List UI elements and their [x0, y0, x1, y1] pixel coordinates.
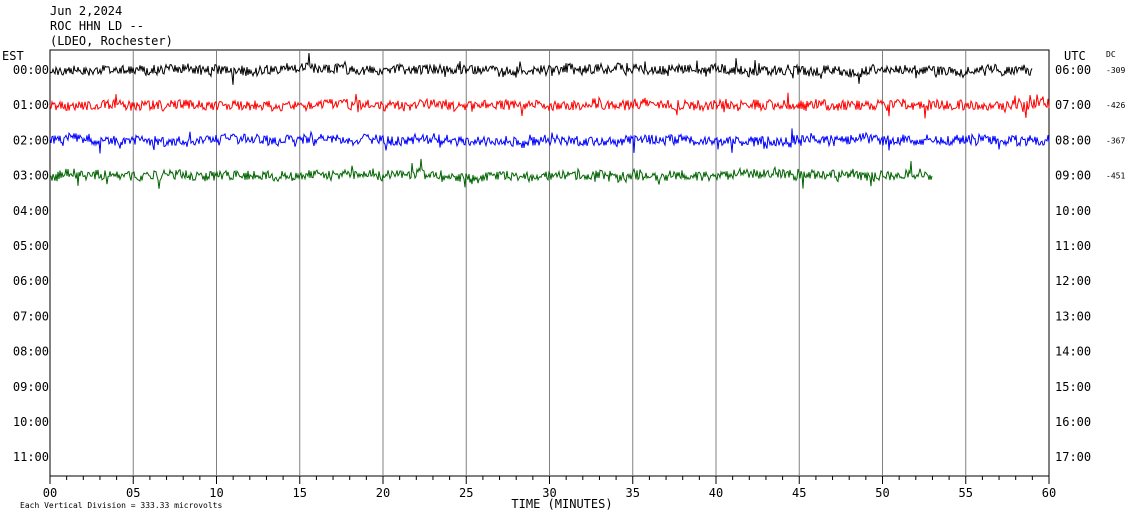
- x-tick-label: 15: [293, 486, 307, 500]
- est-row-label: 02:00: [13, 133, 49, 147]
- dc-title: DC: [1106, 50, 1116, 59]
- x-tick-label: 60: [1042, 486, 1056, 500]
- time-grid: [49, 49, 1050, 484]
- x-tick-label: 55: [959, 486, 973, 500]
- x-axis-title: TIME (MINUTES): [511, 497, 612, 511]
- utc-row-label: 08:00: [1055, 133, 1091, 147]
- dc-value-label: -367: [1106, 136, 1125, 145]
- est-row-label: 06:00: [13, 274, 49, 288]
- dc-value-label: -426: [1106, 101, 1125, 110]
- est-row-label: 00:00: [13, 63, 49, 77]
- est-row-label: 09:00: [13, 380, 49, 394]
- x-tick-label: 00: [43, 486, 57, 500]
- utc-row-label: 13:00: [1055, 309, 1091, 323]
- utc-row-label: 11:00: [1055, 239, 1091, 253]
- location-label: (LDEO, Rochester): [50, 34, 173, 48]
- utc-row-label: 14:00: [1055, 345, 1091, 359]
- est-row-label: 05:00: [13, 239, 49, 253]
- est-row-label: 01:00: [13, 98, 49, 112]
- trace-row-3: [49, 158, 933, 189]
- x-tick-label: 20: [376, 486, 390, 500]
- est-row-label: 10:00: [13, 415, 49, 429]
- est-row-label: 04:00: [13, 204, 49, 218]
- x-tick-label: 05: [126, 486, 140, 500]
- utc-row-label: 07:00: [1055, 98, 1091, 112]
- x-tick-label: 50: [875, 486, 889, 500]
- trace-row-1: [49, 92, 1050, 119]
- footnote: Each Vertical Division = 333.33 microvol…: [20, 501, 222, 510]
- x-tick-label: 35: [626, 486, 640, 500]
- x-tick-label: 10: [209, 486, 223, 500]
- utc-row-label: 16:00: [1055, 415, 1091, 429]
- est-row-label: 11:00: [13, 450, 49, 464]
- utc-row-label: 17:00: [1055, 450, 1091, 464]
- utc-row-label: 09:00: [1055, 169, 1091, 183]
- trace-row-2: [49, 128, 1050, 154]
- dc-value-label: -451: [1106, 172, 1125, 181]
- est-row-label: 03:00: [13, 169, 49, 183]
- date-label: Jun 2,2024: [50, 4, 123, 18]
- x-tick-label: 40: [709, 486, 723, 500]
- x-tick-label: 30: [542, 486, 556, 500]
- utc-axis-title: UTC: [1064, 49, 1086, 63]
- x-tick-label: 25: [459, 486, 473, 500]
- utc-row-label: 12:00: [1055, 274, 1091, 288]
- dc-value-label: -309: [1106, 66, 1125, 75]
- est-row-label: 07:00: [13, 309, 49, 323]
- axis-labels: 00 05 10 15 20 25 30 35 40 45 50 55 60 EST UTC DC TIME (…: [2, 49, 1125, 511]
- trace-row-0: [49, 53, 1033, 85]
- utc-row-label: 10:00: [1055, 204, 1091, 218]
- est-row-label: 08:00: [13, 345, 49, 359]
- x-tick-label: 45: [792, 486, 806, 500]
- utc-row-label: 06:00: [1055, 63, 1091, 77]
- seismic-traces: [49, 53, 1050, 189]
- est-axis-title: EST: [2, 49, 24, 63]
- station-label: ROC HHN LD --: [50, 19, 144, 33]
- utc-row-label: 15:00: [1055, 380, 1091, 394]
